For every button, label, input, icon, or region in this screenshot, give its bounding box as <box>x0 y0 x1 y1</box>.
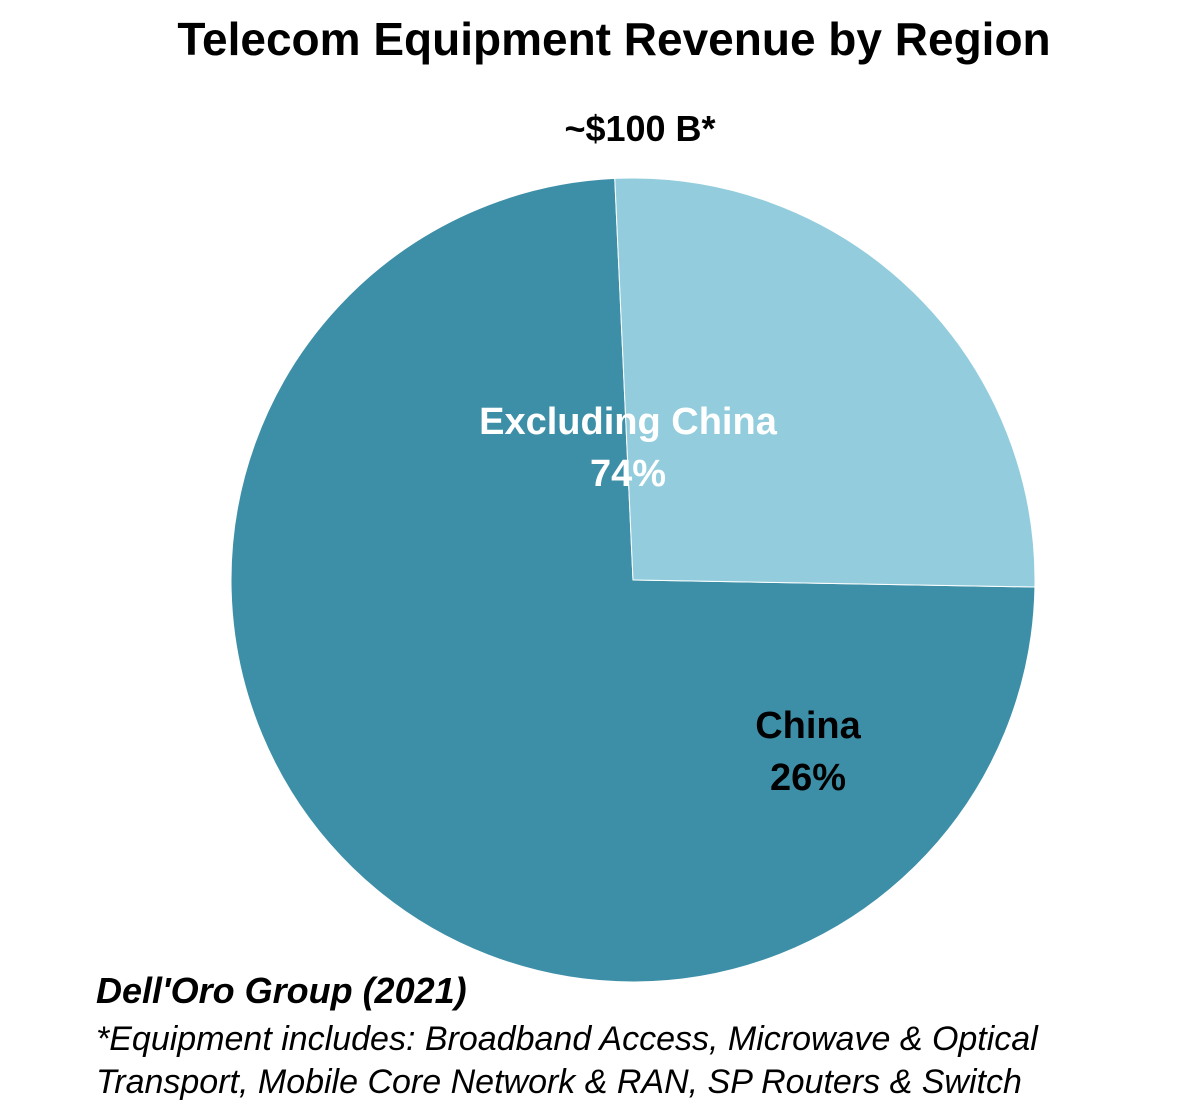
slice-value-label: 74% <box>590 453 666 495</box>
footnote: *Equipment includes: Broadband Access, M… <box>96 1020 1038 1101</box>
slice-value-label: 26% <box>770 757 846 799</box>
pie-slice-china <box>614 177 1036 588</box>
slice-label: China <box>755 705 861 747</box>
chart-title: Telecom Equipment Revenue by Region <box>177 13 1051 65</box>
slice-label: Excluding China <box>479 401 778 443</box>
source-label: Dell'Oro Group (2021) <box>96 970 467 1011</box>
chart-subtitle: ~$100 B* <box>564 108 716 149</box>
